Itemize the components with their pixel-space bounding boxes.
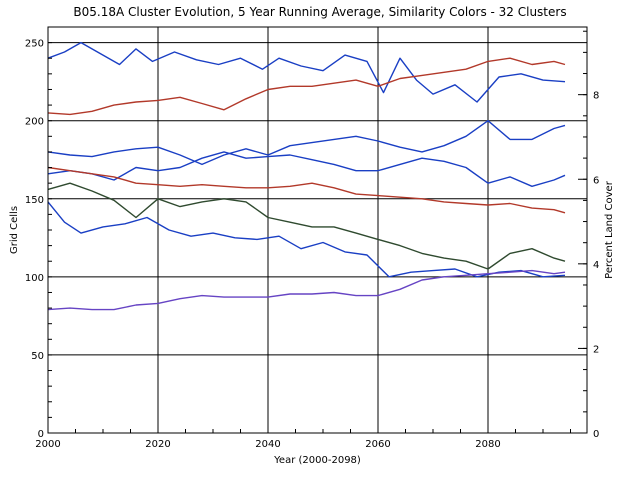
x-axis-label: Year (2000-2098) [273,455,361,466]
y-tick-label: 250 [25,39,44,50]
y2-tick-label: 6 [593,175,599,186]
x-tick-label: 2040 [255,439,280,450]
y-tick-label: 50 [31,351,44,362]
y-tick-label: 200 [25,117,44,128]
series-lines [47,41,566,311]
y-tick-label: 100 [25,273,44,284]
series-line-1 [47,41,566,103]
x-tick-label: 2020 [145,439,170,450]
series-line-4 [47,151,566,188]
series-line-5 [47,166,566,214]
y-axis-label: Grid Cells [9,206,20,254]
x-tick-label: 2060 [365,439,390,450]
y-tick-label: 0 [38,429,44,440]
axes: 2000 2020 2040 2060 2080 0 50 100 150 200 250 0 2 4 6 8 [25,26,599,450]
y2-tick-label: 0 [593,429,599,440]
series-line-6 [47,182,566,270]
grid-lines [48,27,587,433]
y2-tick-label: 8 [593,91,599,102]
x-tick-label: 2080 [475,439,500,450]
plot-frame [47,26,588,434]
series-line-3 [47,119,566,166]
y2-axis-label: Percent Land Cover [604,180,615,279]
y-tick-label: 150 [25,195,44,206]
series-line-2 [47,57,566,116]
series-line-7 [47,201,566,278]
y2-tick-label: 2 [593,344,599,355]
chart-title: B05.18A Cluster Evolution, 5 Year Runnin… [73,5,566,19]
y2-tick-label: 4 [593,260,599,271]
series-line-8 [47,269,566,311]
x-tick-label: 2000 [35,439,60,450]
